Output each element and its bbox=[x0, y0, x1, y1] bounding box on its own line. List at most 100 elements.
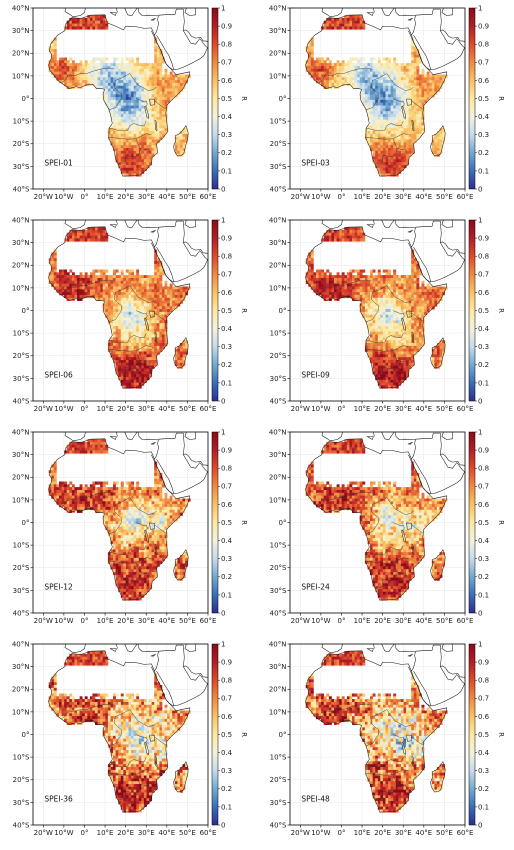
colorbar bbox=[468, 219, 476, 402]
latitude-tick-label: 0° bbox=[22, 731, 30, 739]
latitude-tick-label: 40°N bbox=[12, 640, 30, 648]
colorbar-tick-label: 0.9 bbox=[221, 23, 232, 31]
latitude-tick-label: 30°S bbox=[13, 375, 30, 383]
colorbar-tick-label: 0.5 bbox=[478, 95, 489, 103]
longitude-tick-label: 10°W bbox=[54, 405, 73, 413]
latitude-tick-label: 40°S bbox=[270, 185, 287, 193]
colorbar-tick-label: 0.5 bbox=[478, 731, 489, 739]
latitude-tick-label: 20°N bbox=[12, 262, 30, 270]
colorbar-tick-label: 1 bbox=[478, 428, 482, 436]
latitude-tick-label: 0° bbox=[279, 519, 287, 527]
colorbar-tick-label: 0.3 bbox=[221, 555, 232, 563]
latitude-tick-label: 30°N bbox=[12, 27, 30, 35]
latitude-tick-label: 20°S bbox=[270, 140, 287, 148]
colorbar bbox=[211, 219, 219, 402]
latitude-tick-label: 10°N bbox=[12, 496, 30, 504]
longitude-tick-label: 20°E bbox=[117, 193, 134, 201]
latitude-tick-label: 10°S bbox=[13, 330, 30, 338]
latitude-tick-label: 40°S bbox=[13, 821, 30, 829]
latitude-tick-label: 40°S bbox=[270, 397, 287, 405]
latitude-tick-label: 10°S bbox=[13, 542, 30, 550]
longitude-tick-label: 10°E bbox=[97, 829, 114, 837]
colorbar-tick-label: 0.9 bbox=[221, 659, 232, 667]
map-svg: 40°N30°N20°N10°N0°10°S20°S30°S40°S20°W 10… bbox=[12, 4, 248, 201]
colorbar bbox=[468, 431, 476, 614]
longitude-tick-label: 30°E bbox=[395, 193, 412, 201]
map-svg: 40°N30°N20°N10°N0°10°S20°S30°S40°S20°W 10… bbox=[269, 428, 505, 625]
longitude-tick-label: 10°W bbox=[54, 617, 73, 625]
longitude-tick-label: 20°E bbox=[374, 829, 391, 837]
latitude-tick-label: 30°N bbox=[12, 451, 30, 459]
latitude-tick-label: 30°S bbox=[13, 163, 30, 171]
colorbar-tick-label: 0.5 bbox=[478, 519, 489, 527]
colorbar-tick-label: 0.8 bbox=[221, 41, 232, 49]
longitude-tick-label: 0° bbox=[80, 829, 88, 837]
latitude-tick-label: 20°N bbox=[269, 686, 287, 694]
longitude-tick-label: 60°E bbox=[200, 405, 217, 413]
colorbar-tick-label: 0.8 bbox=[478, 41, 489, 49]
colorbar-tick-label: 0.9 bbox=[478, 235, 489, 243]
colorbar-tick-label: 0.9 bbox=[221, 447, 232, 455]
colorbar-tick-label: 0.2 bbox=[478, 785, 489, 793]
longitude-tick-label: 50°E bbox=[179, 829, 196, 837]
map-panel: 40°N 30°N 20°N 10°N 0° 10°S 20°S 30°S 40°S 20°W 10… bbox=[0, 426, 257, 638]
colorbar-tick-label: 0.9 bbox=[478, 447, 489, 455]
longitude-tick-label: 10°E bbox=[354, 829, 371, 837]
longitude-tick-label: 10°W bbox=[311, 617, 330, 625]
colorbar-tick-label: 0.2 bbox=[478, 361, 489, 369]
colorbar bbox=[211, 431, 219, 614]
colorbar-tick-label: 0.9 bbox=[478, 23, 489, 31]
colorbar-label: R bbox=[240, 732, 248, 737]
latitude-tick-label: 20°S bbox=[270, 352, 287, 360]
colorbar-tick-label: 0.3 bbox=[221, 343, 232, 351]
longitude-tick-label: 10°W bbox=[54, 829, 73, 837]
latitude-tick-label: 0° bbox=[22, 95, 30, 103]
latitude-tick-label: 30°S bbox=[13, 587, 30, 595]
latitude-tick-label: 10°S bbox=[270, 754, 287, 762]
colorbar-tick-label: 0.5 bbox=[221, 519, 232, 527]
colorbar-tick-label: 0.1 bbox=[478, 803, 489, 811]
longitude-tick-label: 0° bbox=[337, 405, 345, 413]
colorbar-tick-label: 0 bbox=[478, 821, 482, 829]
latitude-tick-label: 30°S bbox=[13, 799, 30, 807]
coastlines bbox=[305, 220, 465, 389]
correlation-field bbox=[305, 439, 448, 601]
panel-label: SPEI-12 bbox=[44, 583, 73, 592]
longitude-tick-label: 60°E bbox=[457, 829, 474, 837]
colorbar-tick-label: 0.6 bbox=[478, 501, 490, 509]
latitude-tick-label: 30°N bbox=[269, 27, 287, 35]
latitude-tick-label: 10°N bbox=[269, 496, 287, 504]
longitude-tick-label: 60°E bbox=[457, 193, 474, 201]
longitude-tick-label: 20°W bbox=[291, 193, 310, 201]
colorbar-tick-label: 0.4 bbox=[221, 325, 233, 333]
colorbar-label: R bbox=[497, 520, 505, 525]
latitude-tick-label: 20°S bbox=[270, 776, 287, 784]
map-svg: 40°N30°N20°N10°N0°10°S20°S30°S40°S20°W 10… bbox=[269, 640, 505, 837]
colorbar-tick-label: 0.7 bbox=[478, 271, 489, 279]
longitude-tick-label: 60°E bbox=[200, 193, 217, 201]
colorbar-tick-label: 0.4 bbox=[478, 537, 490, 545]
coastlines bbox=[48, 220, 208, 389]
colorbar-tick-label: 0.7 bbox=[221, 483, 232, 491]
longitude-tick-label: 30°E bbox=[138, 405, 155, 413]
latitude-tick-label: 40°S bbox=[13, 397, 30, 405]
panel-label: SPEI-06 bbox=[44, 371, 73, 380]
colorbar-tick-label: 0.3 bbox=[478, 343, 489, 351]
longitude-tick-label: 10°W bbox=[311, 193, 330, 201]
colorbar-tick-label: 0.3 bbox=[221, 131, 232, 139]
longitude-tick-label: 40°E bbox=[415, 405, 432, 413]
latitude-tick-label: 30°N bbox=[269, 663, 287, 671]
latitude-tick-label: 10°S bbox=[13, 118, 30, 126]
colorbar-label: R bbox=[497, 308, 505, 313]
colorbar-tick-label: 0.8 bbox=[221, 677, 232, 685]
latitude-tick-label: 20°S bbox=[270, 564, 287, 572]
map-panel: 40°N 30°N 20°N 10°N 0° 10°S 20°S 30°S 40°S 20°W 10… bbox=[0, 2, 257, 214]
latitude-tick-label: 30°S bbox=[270, 375, 287, 383]
longitude-tick-label: 10°W bbox=[311, 829, 330, 837]
latitude-tick-label: 10°N bbox=[12, 284, 30, 292]
latitude-tick-label: 20°N bbox=[269, 474, 287, 482]
latitude-tick-label: 10°S bbox=[270, 542, 287, 550]
latitude-tick-label: 40°S bbox=[270, 609, 287, 617]
colorbar-tick-label: 0 bbox=[478, 397, 482, 405]
coastlines bbox=[48, 8, 208, 177]
